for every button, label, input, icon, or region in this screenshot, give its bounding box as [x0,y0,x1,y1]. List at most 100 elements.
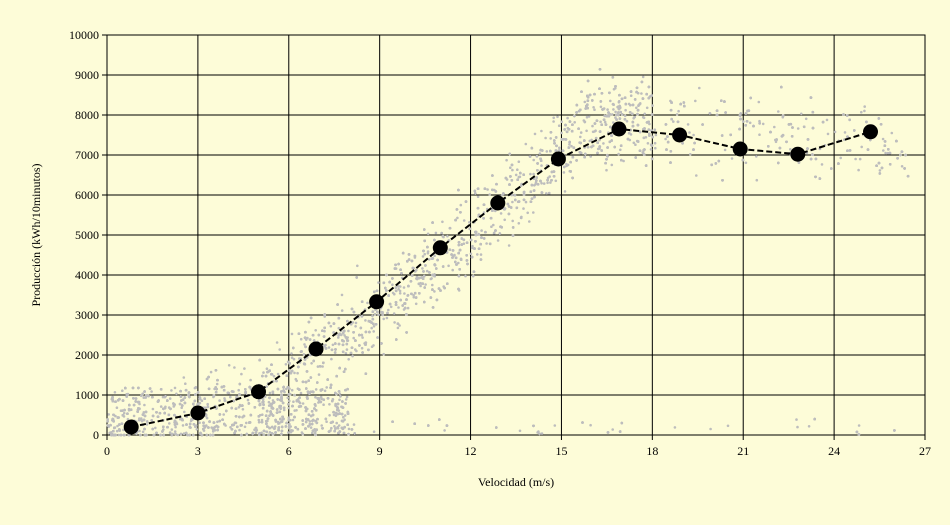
scatter-point [555,144,558,148]
scatter-point [340,309,344,312]
scatter-point [295,409,298,412]
scatter-point [258,358,262,362]
scatter-point [482,237,486,240]
scatter-point [136,410,139,413]
scatter-point [612,121,615,124]
scatter-point [333,429,337,433]
scatter-point [624,102,628,106]
scatter-point [431,288,434,291]
scatter-point [389,305,393,309]
scatter-point [295,399,299,403]
scatter-point [529,172,532,176]
scatter-point [145,394,148,397]
scatter-point [180,406,183,410]
scatter-point [534,181,538,184]
scatter-point [516,168,519,171]
scatter-point [393,321,396,324]
scatter-point [615,113,618,117]
scatter-point [321,427,324,430]
scatter-point [193,399,197,403]
scatter-point [313,407,316,410]
scatter-point [610,163,614,167]
scatter-point [602,118,606,121]
scatter-point [370,345,374,349]
scatter-point [207,375,210,379]
scatter-point [125,393,129,396]
scatter-point [202,421,205,425]
scatter-point [320,424,324,427]
scatter-point [431,283,434,287]
scatter-point [116,424,119,428]
scatter-point [498,232,502,235]
scatter-point [309,316,313,320]
scatter-point [322,403,325,407]
scatter-point [417,276,421,280]
scatter-point [433,274,436,278]
scatter-point [156,415,160,419]
scatter-point [433,290,436,293]
scatter-point [577,127,580,130]
scatter-point [550,179,553,182]
scatter-point [619,148,622,152]
scatter-point [549,131,553,134]
scatter-point [530,146,534,150]
scatter-point [138,429,141,433]
scatter-point [900,165,904,168]
scatter-point [179,395,183,398]
scatter-point [814,157,818,161]
scatter-point [394,301,398,304]
scatter-point [243,425,247,429]
scatter-point [421,255,425,258]
scatter-point [164,395,167,398]
scatter-point [304,409,308,413]
scatter-point [476,206,480,210]
scatter-point [839,156,842,160]
scatter-point [569,160,572,164]
scatter-point [307,320,311,324]
scatter-point [279,407,283,411]
scatter-point [322,398,326,402]
scatter-point [220,385,224,389]
scatter-point [304,420,308,424]
scatter-point [278,410,282,414]
scatter-point [309,390,313,394]
scatter-point [591,99,594,102]
scatter-point [425,269,429,273]
scatter-point [791,126,794,129]
scatter-point [422,249,425,253]
scatter-point [199,431,202,435]
scatter-point [267,400,271,404]
scatter-point [334,411,338,415]
scatter-point [800,112,803,116]
scatter-point [434,231,438,235]
scatter-point [553,424,557,427]
scatter-point [304,330,307,334]
scatter-point [807,425,811,428]
scatter-point [585,115,589,119]
scatter-point [399,268,402,272]
scatter-point [611,428,614,431]
scatter-point [284,363,288,366]
scatter-point [323,344,326,348]
scatter-point [238,428,241,432]
scatter-point [617,152,620,156]
scatter-point [185,423,188,426]
scatter-point [288,362,292,365]
scatter-point [134,397,138,400]
scatter-point [182,376,186,379]
scatter-point [352,423,356,426]
scatter-point [419,284,422,288]
scatter-point [599,120,602,124]
scatter-point [644,164,648,167]
scatter-point [634,156,637,159]
scatter-point [536,183,540,186]
scatter-point [857,424,861,427]
scatter-point [896,157,899,160]
scatter-point [739,112,742,115]
scatter-point [195,428,199,431]
scatter-point [494,190,498,193]
scatter-point [111,419,114,422]
scatter-point [179,432,183,436]
scatter-point [394,286,398,289]
scatter-point [804,117,808,121]
